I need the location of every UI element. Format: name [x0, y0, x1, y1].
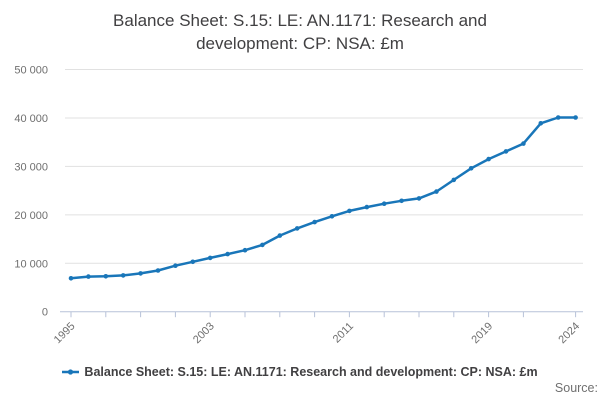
- x-axis-label: 2019: [469, 320, 495, 346]
- data-point-2012[interactable]: [364, 204, 370, 210]
- y-axis-label: 50 000: [14, 65, 48, 77]
- data-point-2013[interactable]: [381, 201, 387, 206]
- data-point-2016[interactable]: [434, 189, 439, 194]
- data-point-2020[interactable]: [503, 149, 509, 154]
- data-point-1997[interactable]: [103, 274, 109, 279]
- data-point-2014[interactable]: [399, 198, 404, 204]
- data-point-1999[interactable]: [138, 271, 143, 276]
- y-axis-label: 0: [42, 307, 48, 319]
- data-point-2022[interactable]: [538, 121, 544, 126]
- chart-title: Balance Sheet: S.15: LE: AN.1171: Resear…: [0, 9, 600, 56]
- data-point-1998[interactable]: [120, 273, 126, 278]
- data-point-2010[interactable]: [329, 214, 335, 219]
- legend-line-marker-icon: [62, 369, 80, 375]
- x-axis-label: 1995: [52, 320, 78, 346]
- data-point-2015[interactable]: [416, 196, 422, 201]
- data-point-2003[interactable]: [207, 255, 213, 261]
- data-point-1995[interactable]: [68, 276, 74, 281]
- data-point-1996[interactable]: [86, 274, 91, 279]
- data-point-2002[interactable]: [190, 259, 196, 265]
- source-label: Source:: [554, 381, 598, 395]
- data-point-2008[interactable]: [294, 226, 300, 231]
- data-point-2011[interactable]: [347, 208, 352, 214]
- data-point-2017[interactable]: [451, 177, 457, 183]
- data-point-2018[interactable]: [468, 166, 474, 171]
- data-point-2000[interactable]: [155, 268, 161, 273]
- data-point-2007[interactable]: [277, 233, 283, 238]
- y-axis-label: 10 000: [14, 258, 48, 270]
- legend: Balance Sheet: S.15: LE: AN.1171: Resear…: [0, 365, 600, 379]
- x-axis-label: 2024: [556, 320, 582, 346]
- legend-item[interactable]: Balance Sheet: S.15: LE: AN.1171: Resear…: [62, 365, 538, 379]
- y-axis-label: 30 000: [14, 161, 48, 173]
- data-point-2005[interactable]: [242, 247, 248, 253]
- legend-label: Balance Sheet: S.15: LE: AN.1171: Resear…: [84, 365, 538, 379]
- data-point-2006[interactable]: [260, 242, 265, 248]
- series-line[interactable]: [69, 116, 577, 280]
- data-point-2024[interactable]: [573, 115, 578, 120]
- chart-title-text: Balance Sheet: S.15: LE: AN.1171: Resear…: [113, 11, 487, 54]
- data-point-2023[interactable]: [555, 115, 561, 120]
- data-point-2004[interactable]: [225, 251, 230, 257]
- y-axis-label: 20 000: [14, 210, 48, 222]
- data-point-2021[interactable]: [521, 141, 526, 146]
- y-axis-label: 40 000: [14, 113, 48, 125]
- data-point-2001[interactable]: [173, 263, 178, 269]
- x-axis-label: 2003: [191, 320, 217, 346]
- data-point-2009[interactable]: [312, 219, 317, 225]
- x-axis-label: 2011: [331, 320, 356, 345]
- data-point-2019[interactable]: [486, 156, 491, 162]
